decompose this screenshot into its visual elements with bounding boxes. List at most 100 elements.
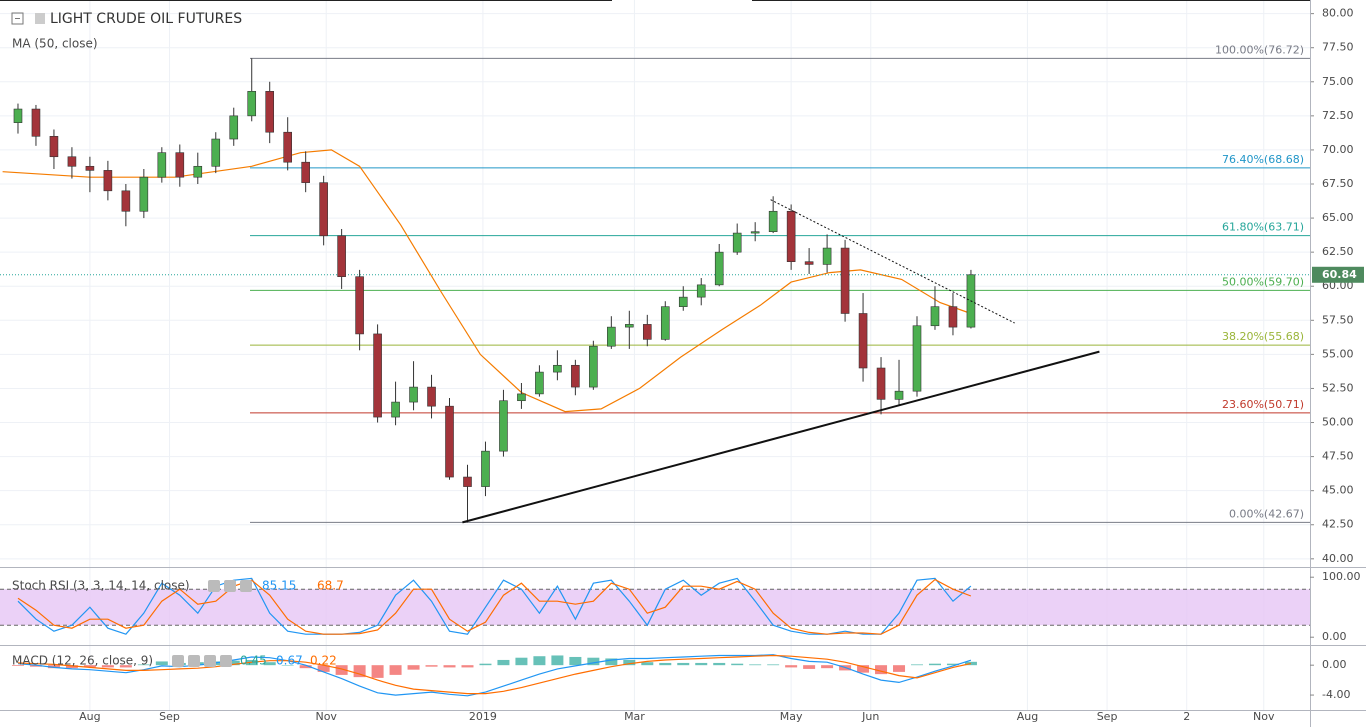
candle-body: [211, 138, 221, 167]
histogram-bar: [443, 665, 456, 668]
candle-body: [678, 296, 688, 307]
candle-body: [445, 405, 454, 478]
candle-body: [463, 476, 472, 487]
histogram-bar: [946, 663, 959, 666]
fib-label: 76.40%(68.68): [1222, 153, 1304, 166]
candle-body: [840, 247, 850, 314]
candle-body: [337, 235, 346, 277]
histogram-bar: [641, 662, 654, 666]
histogram-bar: [821, 665, 834, 669]
histogram-bar: [227, 660, 240, 666]
candle-body: [822, 247, 832, 265]
histogram-bar: [659, 662, 672, 666]
histogram-bar: [29, 665, 42, 667]
x-tick-label: Aug: [1017, 710, 1038, 723]
histogram-bar: [137, 664, 150, 666]
histogram-bar: [425, 665, 438, 667]
candle-body: [571, 364, 580, 388]
candle-body: [804, 261, 814, 265]
fib-label: 50.00%(59.70): [1222, 275, 1304, 288]
candle-body: [409, 386, 418, 403]
indicator-icon: [240, 580, 252, 592]
candle-body: [247, 91, 257, 117]
candle-body: [535, 371, 544, 395]
histogram-bar: [695, 662, 708, 666]
histogram-bar: [47, 665, 60, 669]
candle-body: [786, 210, 796, 262]
x-tick-label: Nov: [1253, 710, 1275, 723]
x-tick-label: Mar: [624, 710, 645, 723]
candle-body: [121, 190, 131, 212]
y-tick-label: 55.00: [1322, 347, 1354, 360]
y-tick-label: 52.50: [1322, 381, 1354, 394]
histogram-bar: [605, 658, 618, 666]
candle-body: [912, 325, 922, 392]
candle-body: [589, 345, 598, 388]
indicator-value: 68.7: [317, 579, 344, 593]
candle-body: [481, 450, 490, 487]
candle-body: [175, 152, 185, 178]
histogram-bar: [407, 665, 420, 670]
candle-body: [265, 91, 275, 133]
histogram-bar: [749, 664, 762, 666]
histogram-bar: [11, 665, 24, 666]
candle-body: [894, 390, 904, 400]
candle-body: [607, 326, 616, 347]
indicator-value: 0.67: [276, 654, 303, 668]
candle-body: [858, 313, 868, 369]
histogram-bar: [299, 665, 312, 669]
fib-label: 0.00%(42.67): [1229, 507, 1304, 520]
indicator-icon: [172, 655, 184, 667]
y-tick-label: 50.00: [1322, 416, 1354, 429]
candle-body: [625, 324, 634, 328]
candle-body: [193, 165, 203, 178]
histogram-bar: [551, 655, 564, 666]
candle-body: [319, 182, 328, 237]
histogram-bar: [857, 665, 870, 673]
candle-body: [301, 161, 310, 183]
histogram-bar: [335, 665, 348, 675]
candle-body: [660, 306, 670, 340]
histogram-bar: [317, 665, 330, 672]
histogram-bar: [964, 661, 977, 666]
histogram-bar: [119, 665, 132, 668]
fib-label: 61.80%(63.71): [1222, 221, 1304, 234]
candle-body: [157, 152, 167, 178]
histogram-bar: [713, 662, 726, 666]
indicator-value: 0.22: [310, 654, 337, 668]
candle-body: [768, 210, 778, 233]
indicator-title: MACD (12, 26, close, 9): [12, 654, 153, 668]
trendline: [770, 199, 1015, 324]
candle-body: [750, 231, 760, 234]
histogram-bar: [263, 662, 276, 666]
x-tick-label: 2: [1183, 710, 1190, 723]
candle-body: [714, 251, 724, 286]
candle-body: [732, 232, 742, 253]
histogram-bar: [767, 664, 780, 666]
histogram-bar: [533, 656, 546, 666]
stoch-band: [0, 589, 1310, 626]
histogram-bar: [731, 663, 744, 666]
y-tick-label: 42.50: [1322, 518, 1354, 531]
histogram-bar: [83, 665, 96, 668]
histogram-bar: [803, 665, 816, 669]
y-tick-label: 62.50: [1322, 245, 1354, 258]
x-tick-label: Jun: [861, 710, 879, 723]
histogram-bar: [371, 665, 384, 678]
candle-body: [31, 108, 41, 137]
candle-body: [13, 108, 23, 123]
y-tick-label: 72.50: [1322, 109, 1354, 122]
macd-line: [17, 654, 972, 695]
legend-entry: MA (50, close): [12, 37, 98, 51]
histogram-bar: [677, 662, 690, 666]
candle-body: [642, 324, 652, 340]
candle-body: [49, 135, 59, 158]
y-tick-label: -4.00: [1322, 688, 1350, 701]
candle-body: [876, 367, 886, 400]
y-tick-label: 0.00: [1322, 630, 1347, 643]
x-tick-label: Sep: [159, 710, 180, 723]
x-tick-label: Sep: [1097, 710, 1118, 723]
chart-title: LIGHT CRUDE OIL FUTURES: [50, 11, 242, 27]
indicator-title: Stoch RSI (3, 3, 14, 14, close): [12, 579, 190, 593]
